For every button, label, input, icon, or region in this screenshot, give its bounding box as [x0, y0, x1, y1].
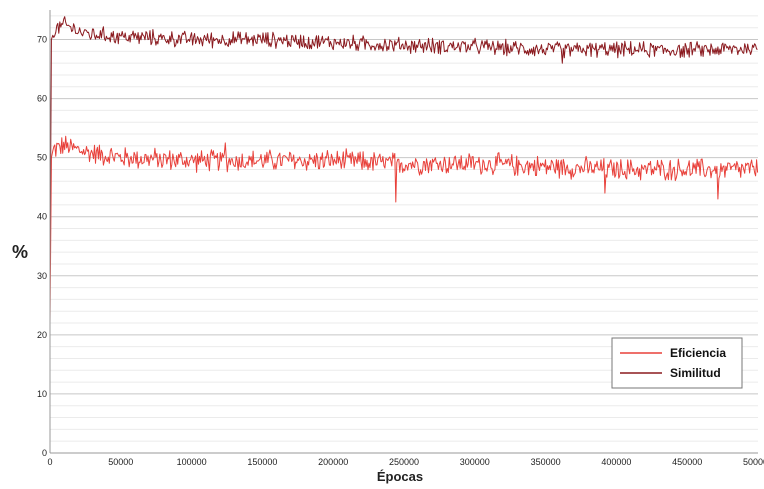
x-tick-label: 0 [47, 457, 52, 467]
x-tick-label: 50000 [108, 457, 133, 467]
y-tick-label: 50 [37, 153, 47, 163]
y-tick-label: 0 [42, 448, 47, 458]
x-tick-label: 150000 [247, 457, 277, 467]
y-tick-label: 30 [37, 271, 47, 281]
x-tick-label: 100000 [177, 457, 207, 467]
series-line-eficiencia [49, 135, 759, 324]
y-tick-labels: 0 10 20 30 40 50 60 70 [37, 35, 47, 458]
y-axis-title: % [12, 242, 28, 262]
x-tick-label: 350000 [531, 457, 561, 467]
series-line-similitud [49, 16, 758, 276]
y-tick-label: 20 [37, 330, 47, 340]
x-tick-label: 300000 [460, 457, 490, 467]
x-tick-label: 450000 [672, 457, 702, 467]
x-axis-title: Épocas [377, 469, 423, 484]
legend: Eficiencia Similitud [611, 337, 743, 389]
series-layer [49, 16, 759, 324]
major-gridlines [50, 39, 758, 395]
x-tick-label: 250000 [389, 457, 419, 467]
minor-gridlines [50, 15, 758, 442]
y-tick-label: 10 [37, 389, 47, 399]
y-tick-label: 40 [37, 212, 47, 222]
y-tick-label: 70 [37, 35, 47, 45]
x-tick-label: 500000 [743, 457, 764, 467]
x-tick-labels: 0 50000 100000 150000 200000 250000 300000 3500… [47, 457, 764, 467]
y-tick-label: 60 [37, 94, 47, 104]
legend-label-eficiencia: Eficiencia [670, 346, 726, 360]
x-tick-label: 400000 [601, 457, 631, 467]
x-tick-label: 200000 [318, 457, 348, 467]
legend-box [611, 337, 743, 389]
legend-label-similitud: Similitud [670, 366, 721, 380]
